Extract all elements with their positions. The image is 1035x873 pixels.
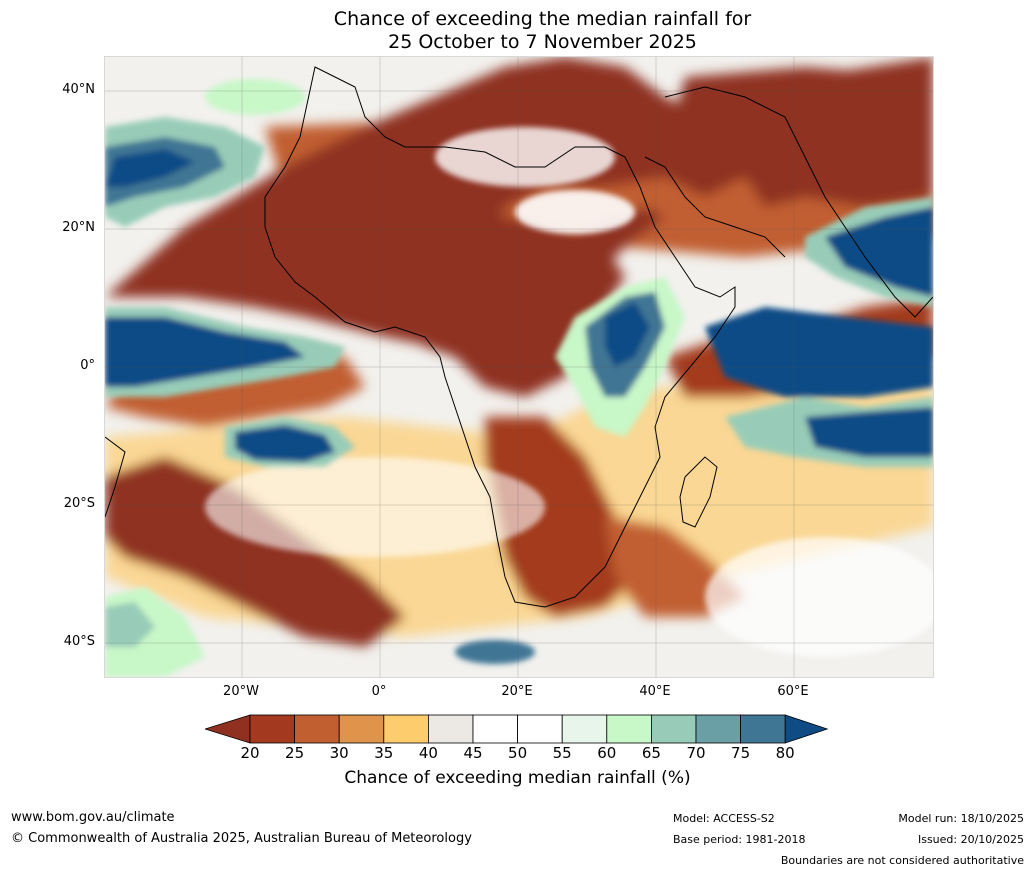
colorbar-tick-label: 55	[552, 744, 572, 762]
lat-label-40n: 40°N	[62, 82, 95, 97]
lon-label-20w: 20°W	[223, 684, 259, 699]
colorbar-tick-label: 35	[374, 744, 394, 762]
colorbar-tick-label: 30	[329, 744, 349, 762]
lon-label-40e: 40°E	[639, 684, 671, 699]
lat-label-20n: 20°N	[62, 220, 95, 235]
colorbar-tick-label: 70	[686, 744, 706, 762]
colorbar-tick-label: 60	[597, 744, 617, 762]
footer-copyright: © Commonwealth of Australia 2025, Austra…	[11, 831, 472, 846]
colorbar-tick-label: 40	[418, 744, 438, 762]
footer-disclaimer: Boundaries are not considered authoritat…	[780, 854, 1024, 867]
lat-label-40s: 40°S	[63, 634, 95, 649]
lon-label-0: 0°	[371, 684, 387, 699]
map-title-line1: Chance of exceeding the median rainfall …	[333, 8, 752, 30]
colorbar-tick-label: 50	[508, 744, 528, 762]
footer-model: Model: ACCESS-S2	[673, 812, 775, 825]
colorbar-tick-label: 20	[240, 744, 260, 762]
footer-website: www.bom.gov.au/climate	[11, 810, 175, 825]
colorbar-tick-label: 45	[463, 744, 483, 762]
colorbar-arrow-low	[205, 714, 251, 744]
footer-issued: Issued: 20/10/2025	[917, 833, 1024, 846]
lat-label-0: 0°	[80, 358, 95, 373]
lon-label-60e: 60°E	[777, 684, 809, 699]
colorbar-tick-label: 75	[731, 744, 751, 762]
colorbar-cell	[606, 714, 652, 744]
map-title-line2: 25 October to 7 November 2025	[388, 31, 697, 53]
colorbar-cell	[561, 714, 608, 744]
footer-base-period: Base period: 1981-2018	[673, 833, 806, 846]
colorbar-cell	[695, 714, 741, 744]
colorbar-cell	[427, 714, 474, 744]
colorbar-tick-label: 25	[285, 744, 305, 762]
lat-label-20s: 20°S	[63, 496, 95, 511]
footer-model-run: Model run: 18/10/2025	[898, 812, 1024, 825]
colorbar-cell	[249, 714, 295, 744]
rainfall-map-canvas	[105, 57, 933, 677]
coastlines	[105, 66, 933, 608]
colorbar-cell	[294, 714, 340, 744]
colorbar-cell	[517, 714, 563, 744]
map-title: Chance of exceeding the median rainfall …	[0, 8, 1035, 54]
colorbar-cell	[472, 714, 518, 744]
colorbar-cell	[650, 714, 697, 744]
wet-anomalies	[105, 79, 933, 677]
colorbar-cell	[383, 714, 429, 744]
colorbar-tick-label: 65	[641, 744, 661, 762]
colorbar-arrow-high	[784, 714, 829, 744]
colorbar-label: Chance of exceeding median rainfall (%)	[344, 768, 691, 788]
colorbar-cell	[338, 714, 385, 744]
graticule	[105, 57, 933, 677]
colorbar	[205, 714, 829, 744]
lon-label-20e: 20°E	[501, 684, 533, 699]
colorbar-tick-label: 80	[775, 744, 795, 762]
rainfall-map	[104, 56, 934, 678]
colorbar-cell	[740, 714, 786, 744]
